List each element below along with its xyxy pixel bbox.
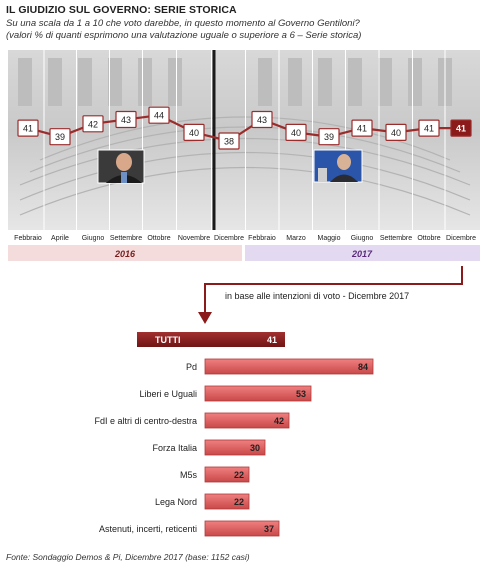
x-tick-label: Febbraio <box>248 235 276 242</box>
year-band-2016 <box>8 245 242 261</box>
category-label: Liberi e Uguali <box>139 389 197 399</box>
year-band-2017 <box>245 245 480 261</box>
category-label: TUTTI <box>155 335 181 345</box>
point-marker <box>251 110 273 129</box>
source-note: Fonte: Sondaggio Demos & Pi, Dicembre 20… <box>6 552 250 562</box>
year-label-2016: 2016 <box>114 249 136 259</box>
point-label: 40 <box>291 128 301 138</box>
x-tick-label: Aprile <box>51 235 69 242</box>
bar-total <box>137 332 285 347</box>
value-label: 22 <box>234 470 244 480</box>
parliament-background <box>8 50 480 230</box>
x-tick-label: Febbraio <box>14 235 42 242</box>
x-tick-label: Settembre <box>110 235 142 242</box>
point-marker <box>318 128 340 146</box>
point-label: 41 <box>456 124 466 134</box>
value-label: 41 <box>267 335 277 345</box>
point-marker <box>17 119 39 137</box>
point-label: 39 <box>324 132 334 142</box>
value-label: 30 <box>250 443 260 453</box>
value-label: 42 <box>274 416 284 426</box>
point-label: 41 <box>424 124 434 134</box>
category-label: Astenuti, incerti, reticenti <box>99 524 197 534</box>
value-label: 22 <box>234 497 244 507</box>
bar <box>204 466 250 483</box>
vertical-gridlines <box>43 50 446 230</box>
bar <box>204 385 312 402</box>
x-tick-label: Dicembre <box>446 235 476 242</box>
point-label: 39 <box>55 132 65 142</box>
x-tick-label: Novembre <box>178 235 210 242</box>
point-marker <box>385 123 407 142</box>
x-tick-label: Settembre <box>380 235 412 242</box>
connector-arrow <box>204 266 463 316</box>
chart-subtitle-question: Su una scala da 1 a 10 che voto darebbe,… <box>6 18 360 29</box>
point-marker <box>285 123 307 142</box>
bar <box>204 493 250 510</box>
category-label: M5s <box>180 470 198 480</box>
point-label: 41 <box>357 124 367 134</box>
x-tick-label: Giugno <box>351 235 374 242</box>
point-label: 42 <box>88 119 98 129</box>
point-marker <box>418 119 440 137</box>
point-label: 41 <box>23 124 33 134</box>
point-marker <box>148 106 170 124</box>
chart-title: IL GIUDIZIO SUL GOVERNO: SERIE STORICA <box>6 4 237 16</box>
gentiloni-photo <box>313 149 363 183</box>
year-label-2017: 2017 <box>351 249 373 259</box>
category-label: Pd <box>186 362 197 372</box>
point-label: 40 <box>391 128 401 138</box>
chart-subtitle-note: (valori % di quanti esprimono una valuta… <box>6 30 362 41</box>
x-axis-labels: Febbraio Aprile Giugno Settembre Ottobre Nove… <box>14 235 476 242</box>
value-label: 84 <box>358 362 368 372</box>
value-label: 53 <box>296 389 306 399</box>
horizontal-bar-chart: TUTTI 41 Pd 84 Liberi e Uguali 53 FdI e altri … <box>94 332 374 537</box>
point-marker <box>49 128 71 146</box>
bar <box>204 520 280 537</box>
x-tick-label: Ottobre <box>417 235 440 242</box>
point-marker <box>351 119 373 137</box>
category-label: Lega Nord <box>155 497 197 507</box>
category-label: FdI e altri di centro-destra <box>94 416 197 426</box>
bar-chart-note: in base alle intenzioni di voto - Dicemb… <box>225 291 409 301</box>
connector-arrowhead <box>198 312 212 324</box>
point-label: 44 <box>154 111 164 121</box>
point-marker <box>82 115 104 133</box>
point-label: 38 <box>224 137 234 147</box>
category-label: Forza Italia <box>152 443 197 453</box>
value-label: 37 <box>264 524 274 534</box>
point-label: 40 <box>189 128 199 138</box>
line-series: 41 39 42 43 44 40 38 43 40 39 41 40 41 41 <box>17 106 472 150</box>
point-marker <box>115 110 137 129</box>
x-tick-label: Ottobre <box>147 235 170 242</box>
x-tick-label: Dicembre <box>214 235 244 242</box>
x-tick-label: Giugno <box>82 235 105 242</box>
point-label: 43 <box>257 115 267 125</box>
point-marker <box>450 119 472 137</box>
point-marker <box>183 123 205 142</box>
renzi-photo <box>97 149 145 184</box>
x-tick-label: Marzo <box>286 235 306 242</box>
bar <box>204 358 374 375</box>
bar <box>204 439 266 456</box>
point-label: 43 <box>121 115 131 125</box>
point-marker <box>218 132 240 150</box>
x-tick-label: Maggio <box>318 235 341 242</box>
bar <box>204 412 290 429</box>
